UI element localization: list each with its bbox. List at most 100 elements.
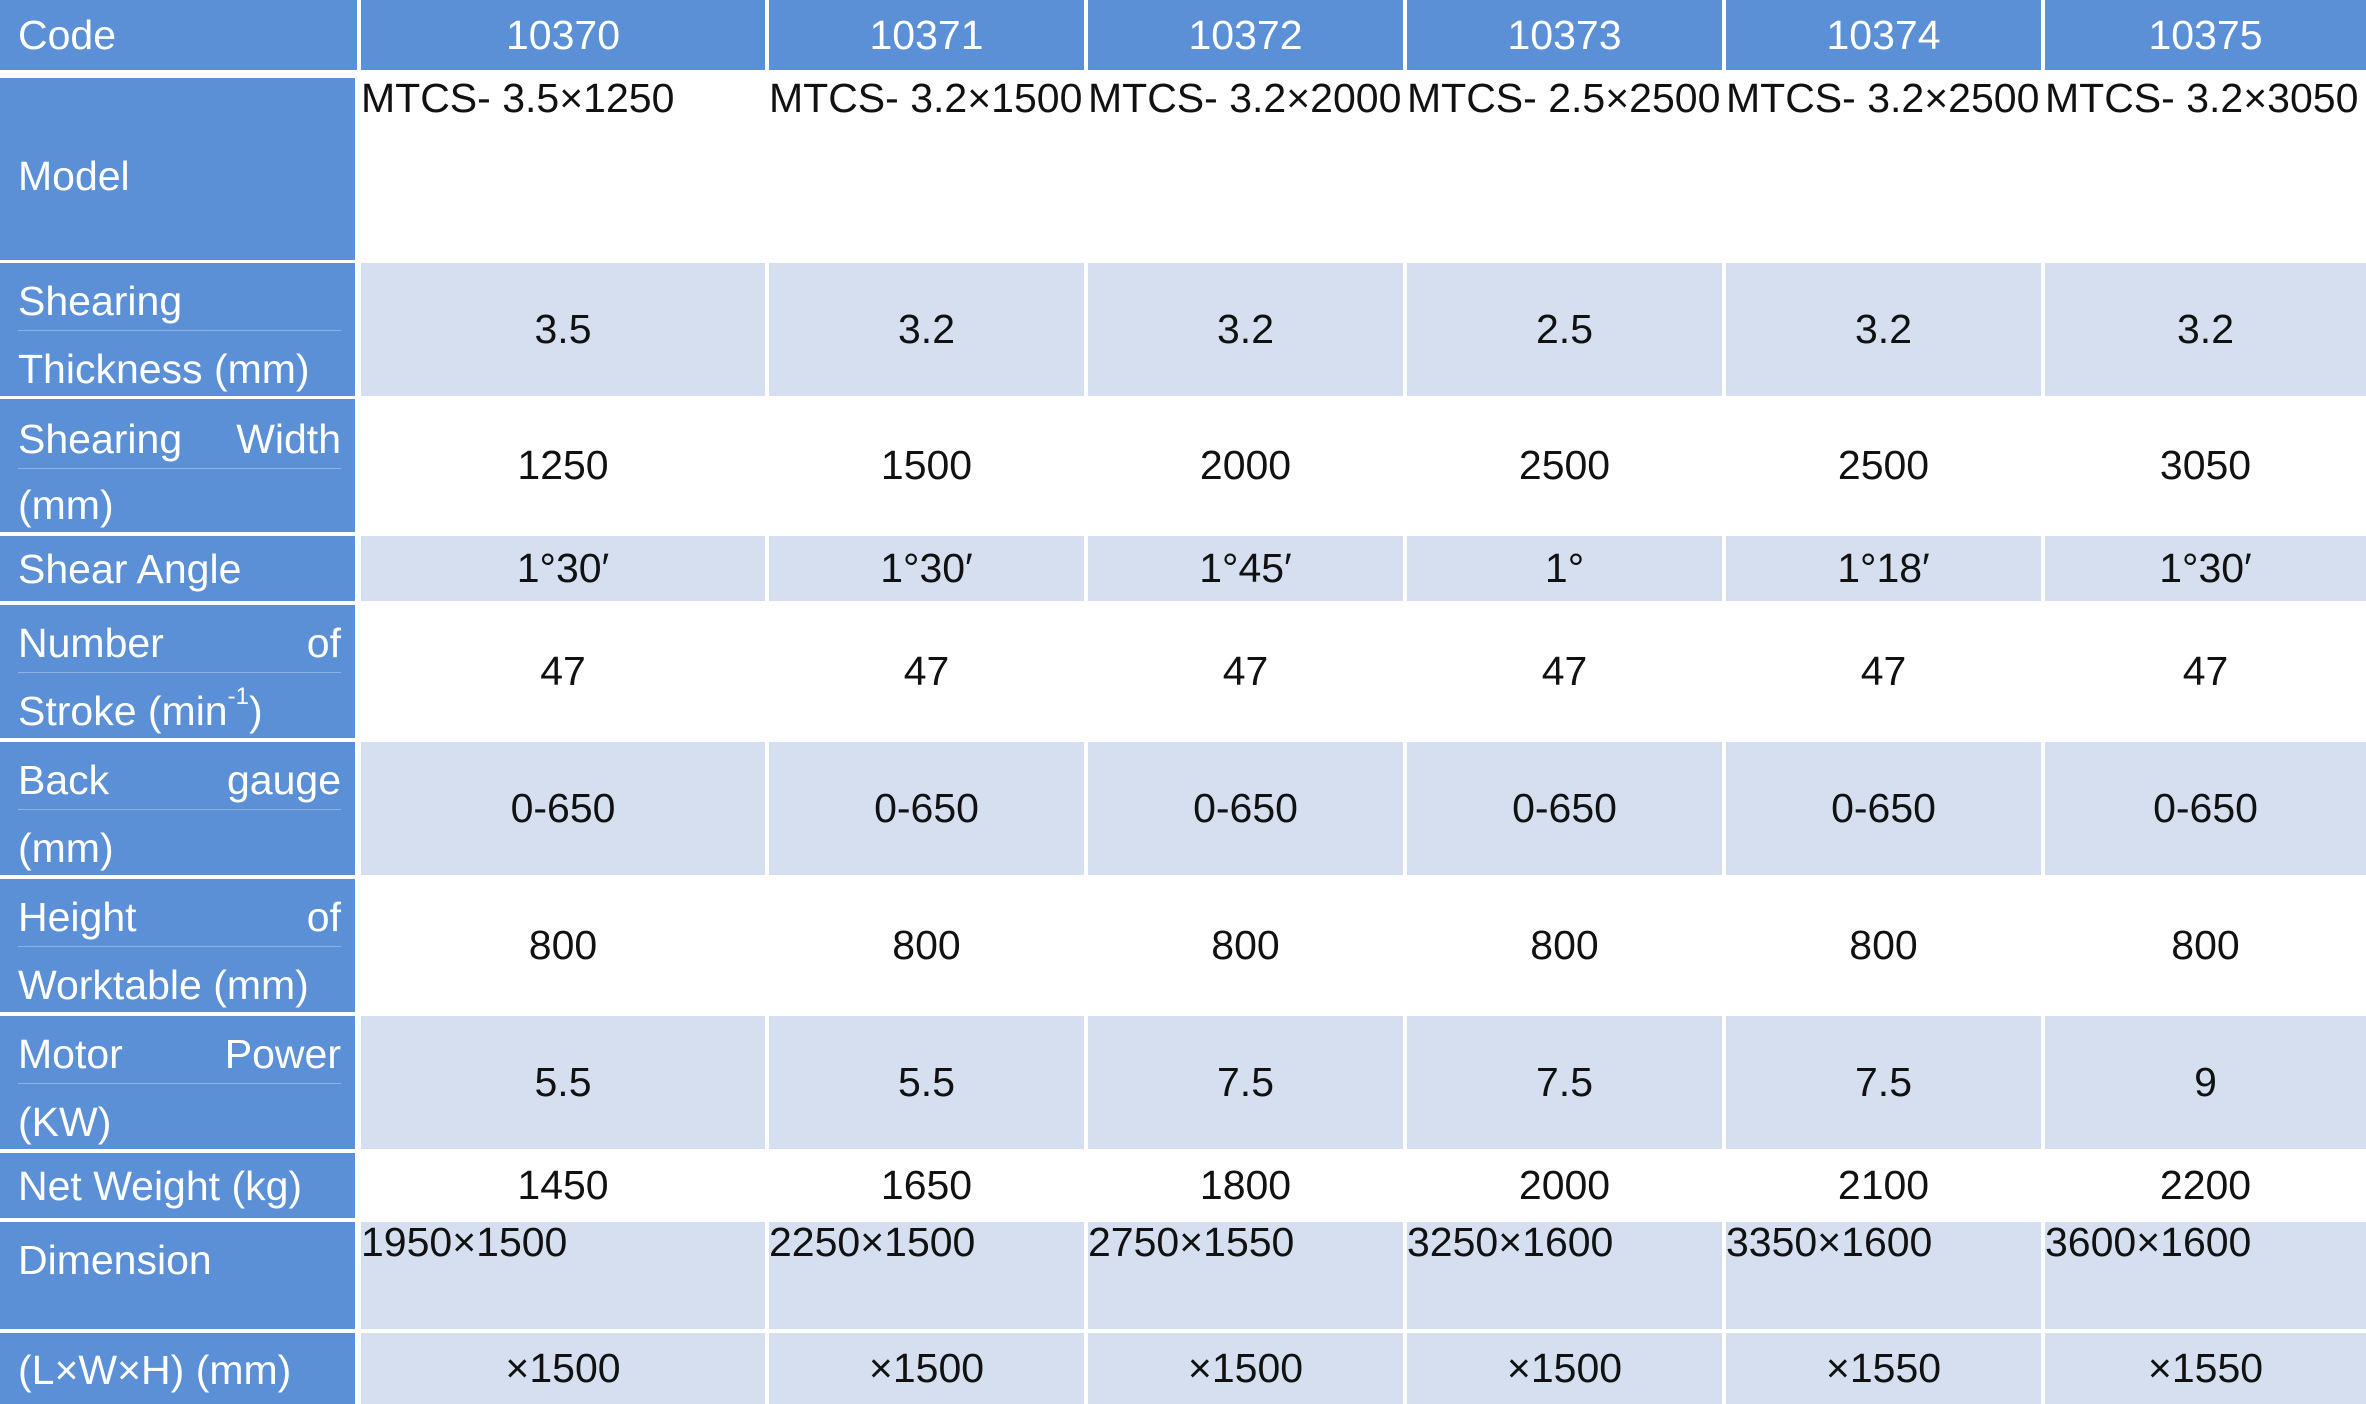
row-label-word: Motor — [18, 1031, 123, 1077]
row-label-word: Width — [236, 416, 341, 462]
width-cell: 1500 — [769, 399, 1084, 532]
header-col-4: 10373 — [1407, 0, 1722, 70]
width-cell: 1250 — [361, 399, 765, 532]
header-col-5: 10374 — [1726, 0, 2041, 70]
row-label-line: (mm) — [18, 825, 114, 871]
row-label-line: (KW) — [18, 1099, 112, 1145]
gauge-cell: 0-650 — [2045, 742, 2366, 875]
row-label-word: Height — [18, 894, 137, 940]
row-label-line: Model — [18, 153, 130, 199]
height-cell: 800 — [1726, 879, 2041, 1012]
stroke-cell: 47 — [1407, 605, 1722, 738]
lwh-cell: ×1550 — [2045, 1333, 2366, 1404]
header-code: Code — [0, 0, 357, 70]
weight-cell: 2000 — [1407, 1153, 1722, 1218]
gauge-cell: 0-650 — [1407, 742, 1722, 875]
thickness-cell: 2.5 — [1407, 263, 1722, 396]
row-label-model: Model — [0, 78, 355, 260]
thickness-cell: 3.2 — [1726, 263, 2041, 396]
header-col-2: 10371 — [769, 0, 1084, 70]
model-cell: MTCS- 3.2×3050 — [2045, 78, 2366, 260]
height-cell: 800 — [2045, 879, 2366, 1012]
thickness-cell: 3.2 — [2045, 263, 2366, 396]
model-bottom: 3.5×1250 — [502, 75, 675, 121]
model-cell: MTCS- 3.2×2000 — [1088, 78, 1403, 260]
stroke-cell: 47 — [361, 605, 765, 738]
model-bottom: 2.5×2500 — [1548, 75, 1721, 121]
model-bottom: 3.2×2500 — [1867, 75, 2040, 121]
row-label-dimension: Dimension — [0, 1222, 355, 1329]
dimension-value: 1950×1500 — [361, 1219, 568, 1265]
height-cell: 800 — [1407, 879, 1722, 1012]
row-label-word: Power — [224, 1031, 341, 1077]
row-label-word: Back — [18, 757, 110, 803]
lwh-cell: ×1500 — [1407, 1333, 1722, 1404]
power-cell: 5.5 — [769, 1016, 1084, 1149]
lwh-cell: ×1500 — [769, 1333, 1084, 1404]
angle-cell: 1°45′ — [1088, 536, 1403, 601]
thickness-cell: 3.2 — [769, 263, 1084, 396]
dimension-value: 3350×1600 — [1726, 1219, 1933, 1265]
dimension-cell: 3350×1600 — [1726, 1222, 2041, 1329]
row-label-text: ) — [248, 688, 263, 734]
angle-cell: 1°30′ — [361, 536, 765, 601]
dimension-value: 3250×1600 — [1407, 1219, 1614, 1265]
thickness-cell: 3.5 — [361, 263, 765, 396]
dimension-cell: 1950×1500 — [361, 1222, 765, 1329]
dimension-value: 2250×1500 — [769, 1219, 976, 1265]
row-label-line: Net Weight (kg) — [18, 1163, 303, 1209]
model-top: MTCS- — [361, 75, 491, 121]
row-label-line: Stroke (min-1) — [18, 685, 341, 734]
model-cell: MTCS- 3.2×2500 — [1726, 78, 2041, 260]
lwh-cell: ×1500 — [361, 1333, 765, 1404]
row-label-shear-angle: Shear Angle — [0, 536, 355, 601]
model-top: MTCS- — [1407, 75, 1537, 121]
model-cell: MTCS- 2.5×2500 — [1407, 78, 1722, 260]
row-label-line: Shearing Width — [18, 419, 341, 469]
dimension-value: 2750×1550 — [1088, 1219, 1295, 1265]
gauge-cell: 0-650 — [769, 742, 1084, 875]
width-cell: 2500 — [1726, 399, 2041, 532]
row-label-number-of-stroke: Number of Stroke (min-1) — [0, 605, 355, 738]
row-label-line: Height of — [18, 897, 341, 947]
stroke-cell: 47 — [2045, 605, 2366, 738]
height-cell: 800 — [361, 879, 765, 1012]
row-label-word: of — [306, 894, 341, 940]
row-label-height-of-worktable: Height of Worktable (mm) — [0, 879, 355, 1012]
row-label-motor-power: Motor Power (KW) — [0, 1016, 355, 1149]
row-label-line: Number of — [18, 623, 341, 673]
row-label-net-weight: Net Weight (kg) — [0, 1153, 355, 1218]
row-label-line: Motor Power — [18, 1034, 341, 1084]
row-label-line: Thickness (mm) — [18, 346, 310, 392]
row-label-word: gauge — [226, 757, 341, 803]
row-label-line: (mm) — [18, 482, 114, 528]
gauge-cell: 0-650 — [1088, 742, 1403, 875]
stroke-cell: 47 — [769, 605, 1084, 738]
height-cell: 800 — [769, 879, 1084, 1012]
lwh-cell: ×1550 — [1726, 1333, 2041, 1404]
model-top: MTCS- — [2045, 75, 2175, 121]
dimension-cell: 3600×1600 — [2045, 1222, 2366, 1329]
dimension-cell: 3250×1600 — [1407, 1222, 1722, 1329]
row-label-line: Shear Angle — [18, 546, 242, 592]
stroke-cell: 47 — [1088, 605, 1403, 738]
row-label-back-gauge: Back gauge (mm) — [0, 742, 355, 875]
width-cell: 3050 — [2045, 399, 2366, 532]
row-label-word: Number — [18, 620, 164, 666]
row-label-line: Dimension — [18, 1237, 212, 1283]
weight-cell: 1450 — [361, 1153, 765, 1218]
power-cell: 9 — [2045, 1016, 2366, 1149]
dimension-cell: 2250×1500 — [769, 1222, 1084, 1329]
model-bottom: 3.2×3050 — [2186, 75, 2359, 121]
angle-cell: 1° — [1407, 536, 1722, 601]
lwh-cell: ×1500 — [1088, 1333, 1403, 1404]
model-bottom: 3.2×2000 — [1229, 75, 1402, 121]
model-bottom: 3.2×1500 — [910, 75, 1083, 121]
row-label-word: Shearing — [18, 416, 183, 462]
row-label-line: (L×W×H) (mm) — [18, 1347, 292, 1393]
weight-cell: 2100 — [1726, 1153, 2041, 1218]
gauge-cell: 0-650 — [1726, 742, 2041, 875]
superscript: -1 — [227, 683, 249, 711]
model-top: MTCS- — [769, 75, 899, 121]
